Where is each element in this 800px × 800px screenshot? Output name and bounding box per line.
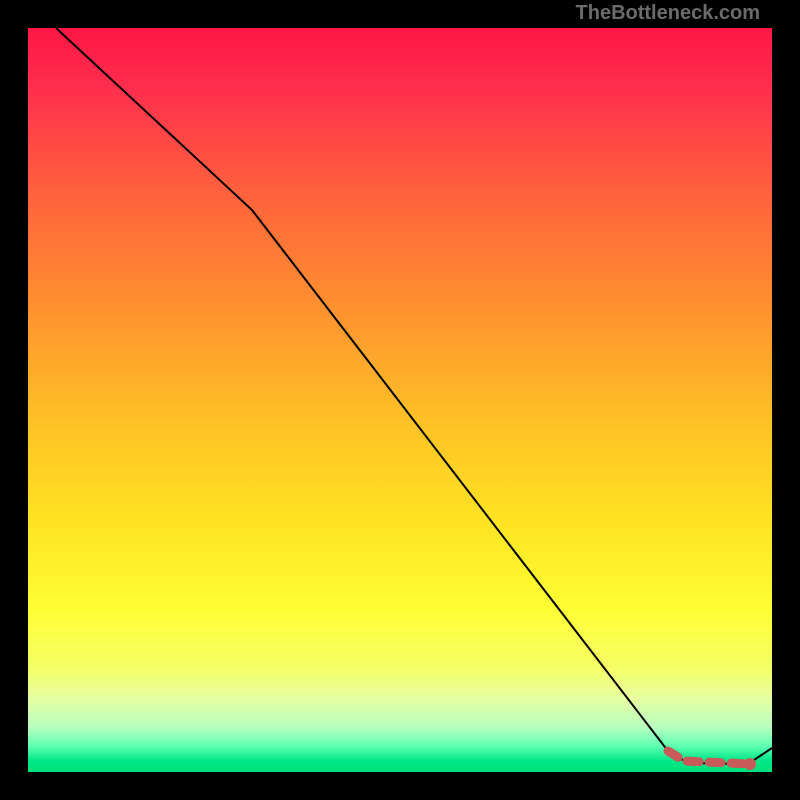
optimal-range-highlight [668, 751, 750, 764]
chart-overlay [0, 0, 800, 800]
optimal-point-marker [744, 758, 756, 770]
bottleneck-curve [56, 28, 772, 764]
